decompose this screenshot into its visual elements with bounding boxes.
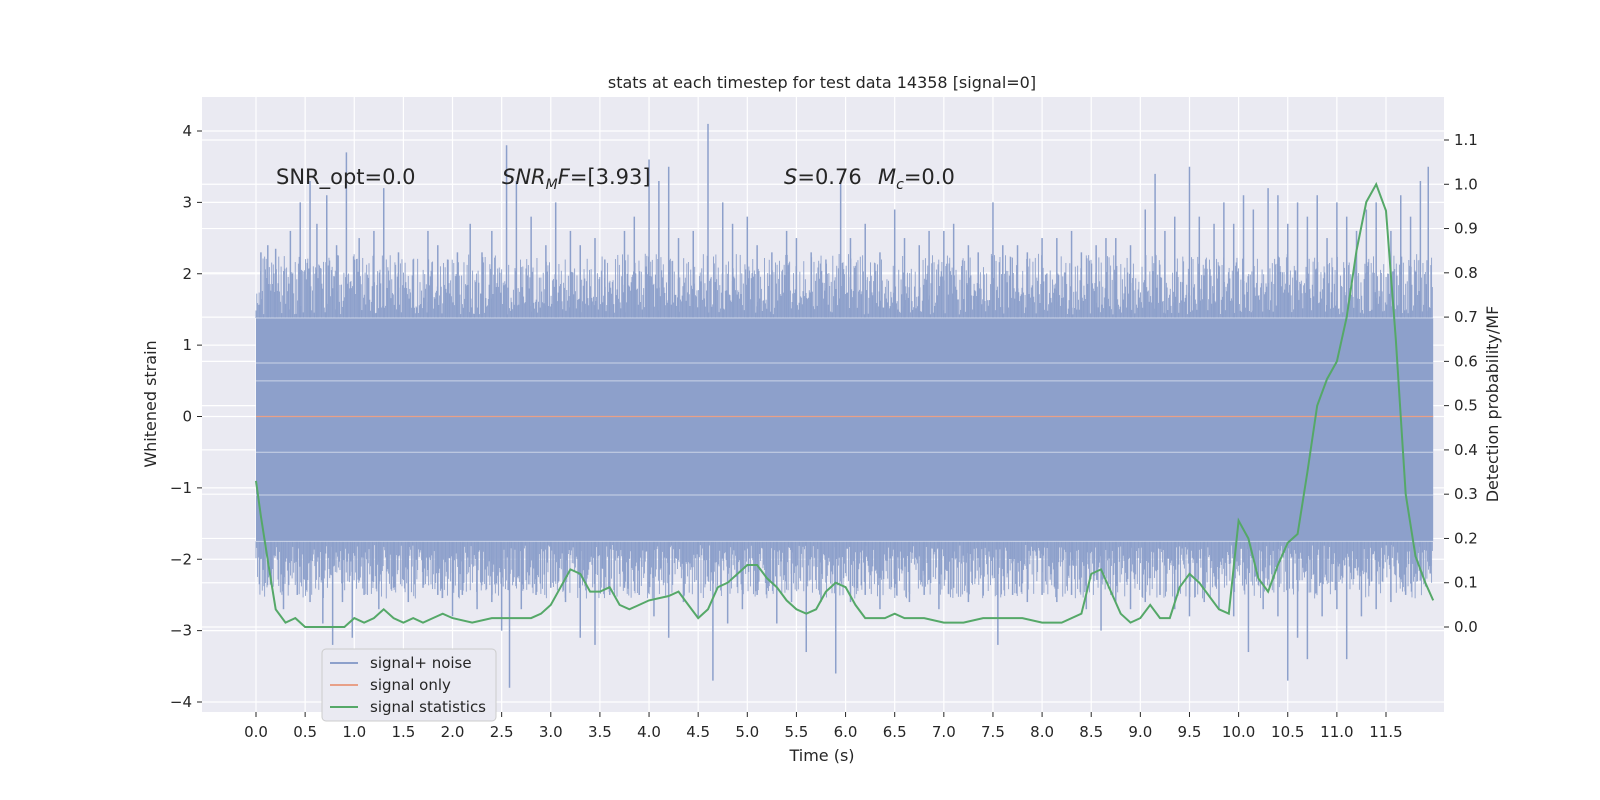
y2-tick-label: 1.0 (1454, 175, 1478, 193)
y-axis-label: Whitened strain (141, 340, 160, 467)
x-tick-label: 5.0 (735, 723, 759, 741)
x-tick-label: 4.0 (637, 723, 661, 741)
noise-band (256, 318, 1434, 542)
legend-label-signal-statistics: signal statistics (370, 698, 486, 716)
legend-label-signal-only: signal only (370, 676, 451, 694)
x-tick-label: 0.0 (244, 723, 268, 741)
x-tick-label: 11.5 (1369, 723, 1402, 741)
y2-axis-label: Detection probability/MF (1483, 306, 1502, 503)
y2-tick-label: 0.8 (1454, 264, 1478, 282)
y2-tick-label: 0.4 (1454, 441, 1478, 459)
x-tick-label: 11.0 (1320, 723, 1353, 741)
y-tick-label: 2 (182, 265, 192, 283)
x-tick-label: 7.5 (981, 723, 1005, 741)
annotation-mc: Mc=0.0 (878, 165, 955, 193)
y-tick-label: −2 (170, 550, 192, 568)
annotation-mc-sub: c (896, 177, 904, 193)
annotation-snr-mf-f: F (558, 165, 571, 189)
x-tick-label: 1.5 (391, 723, 415, 741)
annotation-snr-mf: SNRMF=[3.93] (502, 165, 651, 193)
x-tick-label: 4.5 (686, 723, 710, 741)
legend-label-signal-noise: signal+ noise (370, 654, 472, 672)
x-tick-label: 6.0 (834, 723, 858, 741)
y2-tick-label: 0.3 (1454, 485, 1478, 503)
y-tick-label: 4 (182, 122, 192, 140)
x-tick-label: 9.0 (1128, 723, 1152, 741)
y-tick-label: 0 (182, 408, 192, 426)
y-tick-label: 1 (182, 336, 192, 354)
annotation-s-val: =0.76 (797, 165, 861, 189)
annotation-snr-mf-sub: M (546, 177, 558, 193)
y-tick-label: −3 (170, 622, 192, 640)
y-tick-label: −4 (170, 693, 192, 711)
x-tick-label: 8.0 (1030, 723, 1054, 741)
noise-series (255, 123, 1434, 688)
line-series (255, 181, 1435, 628)
y2-tick-label: 0.5 (1454, 397, 1478, 415)
signal-statistics-line (255, 181, 1435, 628)
y2-tick-label: 0.1 (1454, 574, 1478, 592)
x-tick-label: 6.5 (883, 723, 907, 741)
x-tick-label: 8.5 (1079, 723, 1103, 741)
x-tick-label: 9.5 (1178, 723, 1202, 741)
y2-tick-label: 1.1 (1454, 131, 1478, 149)
legend: signal+ noise signal only signal statist… (321, 648, 497, 722)
y2-tick-label: 0.0 (1454, 618, 1478, 636)
y2-tick-label: 0.9 (1454, 220, 1478, 238)
y2-tick-label: 0.7 (1454, 308, 1478, 326)
x-tick-label: 3.5 (588, 723, 612, 741)
x-tick-label: 0.5 (293, 723, 317, 741)
x-tick-label: 5.5 (785, 723, 809, 741)
annotation-s: S=0.76 (784, 165, 862, 189)
x-tick-label: 7.0 (932, 723, 956, 741)
annotation-s-sym: S (784, 165, 797, 189)
x-tick-label: 2.0 (441, 723, 465, 741)
annotation-snr-opt: SNR_opt=0.0 (276, 165, 416, 190)
tick-labels: 0.0 0.5 1.0 1.5 2.0 2.5 3.0 3.5 4.0 4.5 5.0 5.5 6.0 6… (170, 122, 1478, 741)
annotation-mc-val: =0.0 (904, 165, 955, 189)
x-tick-label: 10.0 (1222, 723, 1255, 741)
x-axis-label: Time (s) (788, 746, 854, 765)
y2-tick-label: 0.2 (1454, 529, 1478, 547)
x-tick-label: 3.0 (539, 723, 563, 741)
legend-box (321, 648, 497, 722)
annotation-snr-mf-sym: SNR (502, 165, 546, 189)
x-tick-label: 10.5 (1271, 723, 1304, 741)
x-tick-label: 1.0 (342, 723, 366, 741)
chart-title: stats at each timestep for test data 143… (608, 73, 1036, 92)
x-tick-label: 2.5 (490, 723, 514, 741)
y-tick-label: 3 (182, 193, 192, 211)
y2-tick-label: 0.6 (1454, 352, 1478, 370)
annotation-mc-sym: M (878, 165, 896, 189)
annotation-snr-mf-val: =[3.93] (570, 165, 651, 189)
y-tick-label: −1 (170, 479, 192, 497)
